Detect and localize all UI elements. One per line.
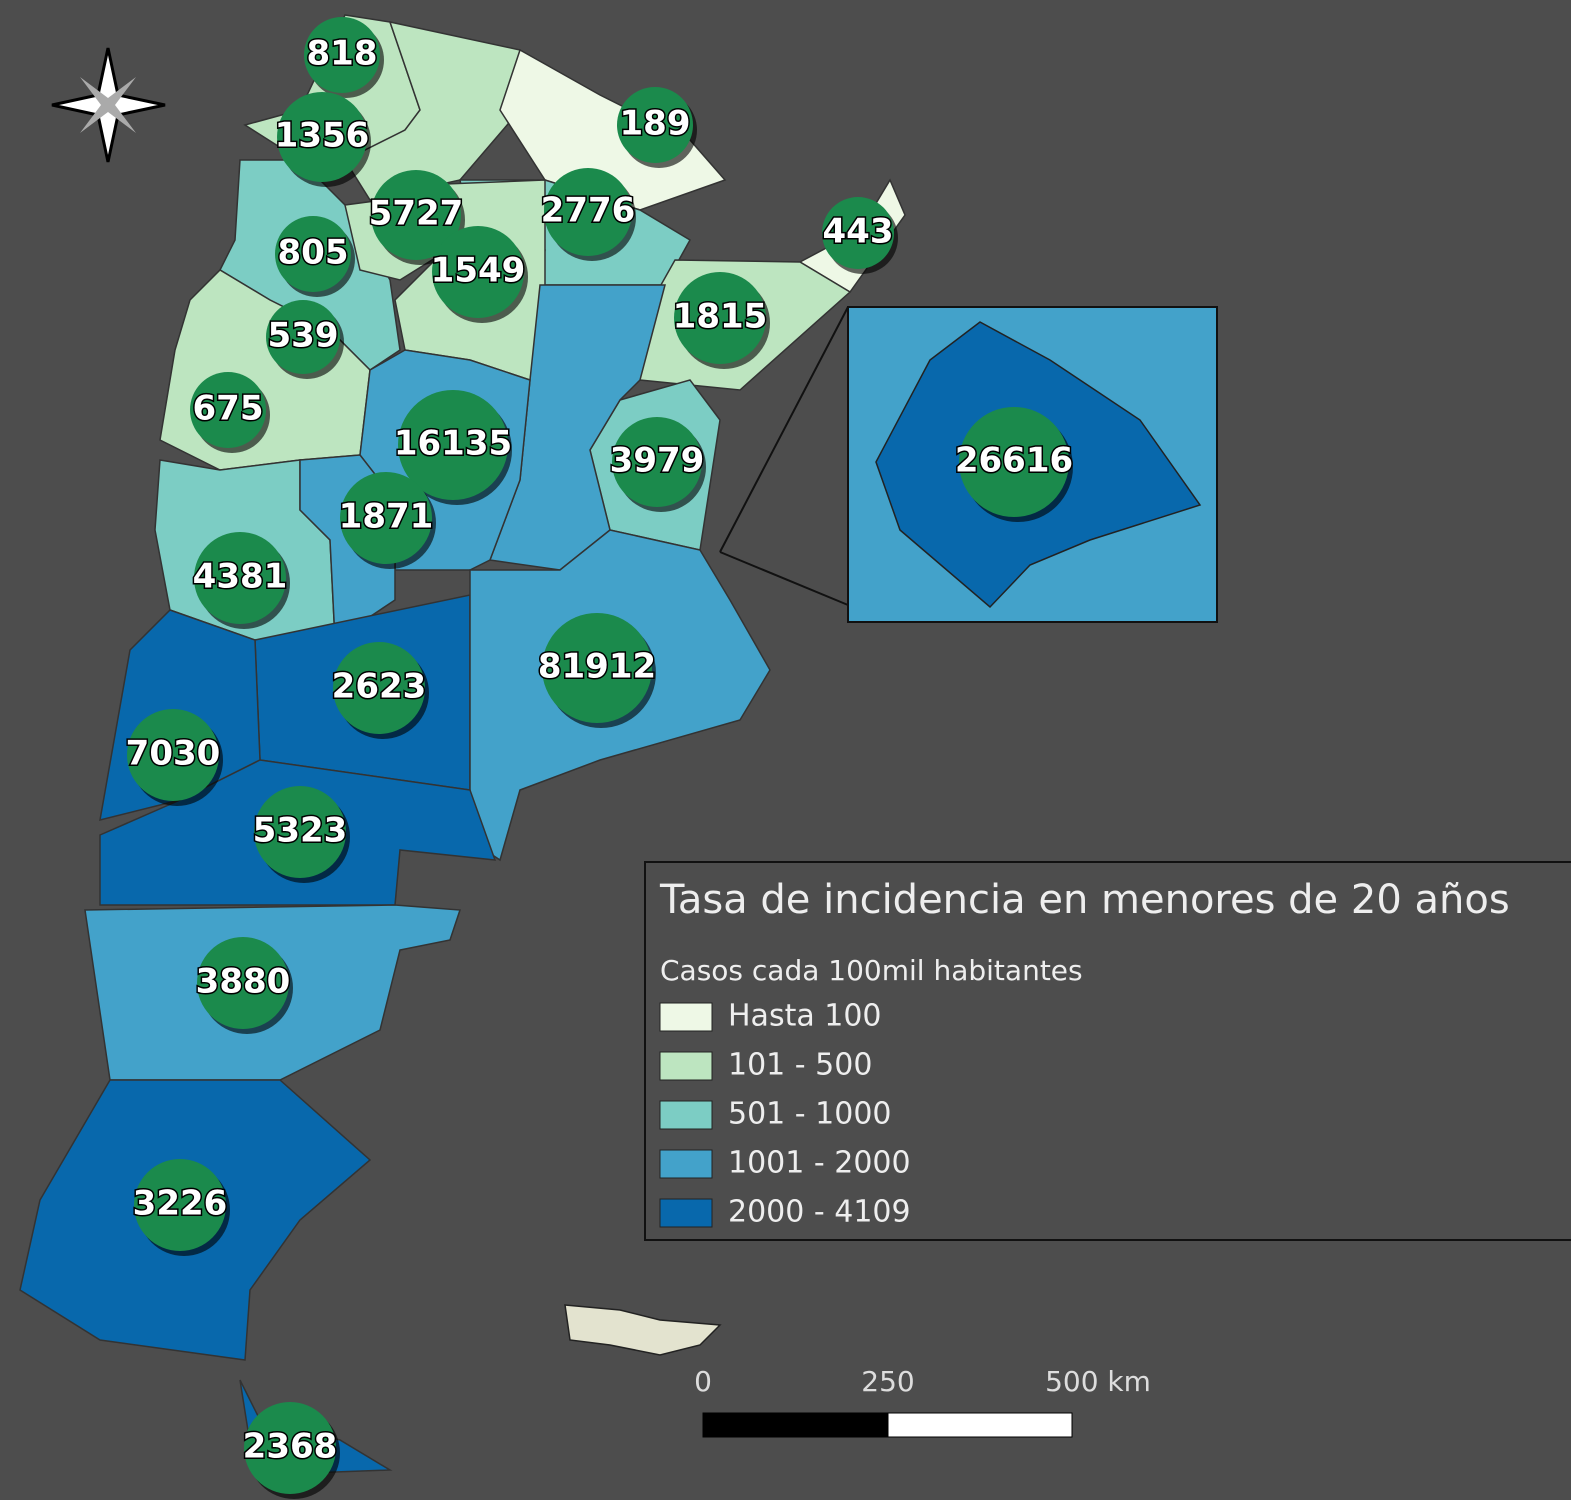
label: 443 bbox=[823, 212, 894, 252]
label-circle bbox=[277, 92, 367, 182]
scale-label: 500 km bbox=[1045, 1365, 1151, 1398]
legend-swatch bbox=[659, 1149, 713, 1179]
label: 16135 bbox=[394, 424, 512, 464]
label: 2776 bbox=[541, 191, 636, 231]
legend-swatch bbox=[659, 1198, 713, 1228]
label: 539 bbox=[268, 316, 339, 356]
label: 189 bbox=[620, 104, 691, 144]
label-circle bbox=[244, 1402, 336, 1494]
label-circle bbox=[190, 372, 266, 448]
label: 3226 bbox=[133, 1184, 228, 1224]
label: 5727 bbox=[369, 194, 464, 234]
label-circle bbox=[340, 472, 432, 564]
label-circle bbox=[544, 168, 632, 256]
legend-swatch bbox=[659, 1002, 713, 1032]
label: 1549 bbox=[431, 251, 526, 291]
legend: Hasta 100 101 - 500 501 - 1000 1001 - 2000 2… bbox=[659, 999, 911, 1230]
label: 81912 bbox=[538, 647, 656, 687]
label-circle bbox=[194, 532, 286, 624]
label: 26616 bbox=[955, 441, 1073, 481]
label-circle bbox=[371, 170, 461, 260]
label: 2623 bbox=[332, 667, 427, 707]
scale-bar bbox=[887, 1412, 1073, 1438]
label-circle bbox=[254, 786, 346, 878]
label-circle bbox=[542, 613, 652, 723]
label-circle bbox=[822, 197, 894, 269]
label-circle bbox=[674, 272, 766, 364]
label: 4381 bbox=[193, 557, 288, 597]
legend-label: 501 - 1000 bbox=[728, 1097, 892, 1132]
legend-label: Hasta 100 bbox=[728, 999, 882, 1034]
legend-swatch bbox=[659, 1100, 713, 1130]
province bbox=[499, 48, 727, 211]
legend-label: 2000 - 4109 bbox=[728, 1195, 911, 1230]
label: 2368 bbox=[243, 1427, 338, 1467]
label-circle bbox=[333, 642, 425, 734]
label-circle bbox=[127, 709, 219, 801]
label-circle bbox=[266, 300, 340, 374]
scale-label: 250 bbox=[861, 1365, 914, 1398]
label: 1356 bbox=[275, 116, 370, 156]
label: 1871 bbox=[339, 497, 434, 537]
legend-box bbox=[644, 861, 1571, 1241]
legend-subtitle: Casos cada 100mil habitantes bbox=[660, 954, 1083, 987]
label-circle bbox=[134, 1159, 226, 1251]
legend-title: Tasa de incidencia en menores de 20 años bbox=[659, 877, 1510, 923]
label: 818 bbox=[307, 34, 378, 74]
label-circle bbox=[275, 216, 351, 292]
legend-label: 1001 - 2000 bbox=[728, 1146, 911, 1181]
inset-connector bbox=[719, 551, 849, 606]
scale-bar bbox=[702, 1412, 889, 1438]
label: 1815 bbox=[673, 297, 768, 337]
legend-label: 101 - 500 bbox=[728, 1048, 872, 1083]
scale: 0 250 500 km bbox=[694, 1365, 1151, 1398]
label: 7030 bbox=[126, 734, 221, 774]
legend-swatch bbox=[659, 1051, 713, 1081]
label: 5323 bbox=[253, 811, 348, 851]
label: 805 bbox=[278, 233, 349, 273]
scale-label: 0 bbox=[694, 1365, 712, 1398]
label-circle bbox=[197, 937, 289, 1029]
label-circle bbox=[398, 390, 508, 500]
label-circle bbox=[304, 17, 380, 93]
label-circle bbox=[432, 226, 524, 318]
label: 675 bbox=[193, 389, 264, 429]
inset-connector bbox=[719, 306, 849, 553]
label-circle bbox=[959, 407, 1069, 517]
label-circle bbox=[612, 417, 702, 507]
compass bbox=[51, 47, 166, 163]
label: 3880 bbox=[196, 962, 291, 1002]
islands bbox=[564, 1304, 722, 1356]
label: 3979 bbox=[610, 441, 705, 481]
label-circle bbox=[617, 87, 693, 163]
